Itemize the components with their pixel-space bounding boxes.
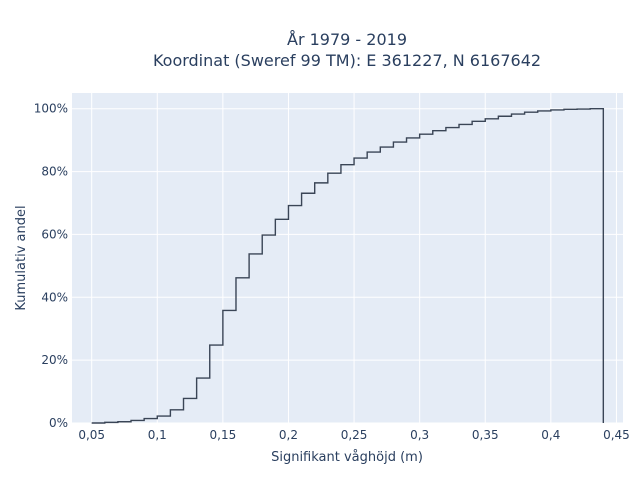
tick-layer: 0,05 0,1 0,15 0,2 0,25 0,3 0,35 0,4 0,45 0% 20% 40%… xyxy=(34,102,630,442)
y-tick-label: 80% xyxy=(41,165,68,179)
y-tick-label: 60% xyxy=(41,227,68,241)
x-tick-label: 0,15 xyxy=(210,428,237,442)
chart-title-line-1: År 1979 - 2019 xyxy=(287,30,407,49)
cumulative-step-line xyxy=(91,108,605,424)
grid-layer xyxy=(72,93,623,424)
y-tick-label: 100% xyxy=(34,102,68,116)
x-tick-label: 0,1 xyxy=(148,428,167,442)
x-tick-label: 0,3 xyxy=(410,428,429,442)
y-tick-label: 40% xyxy=(41,290,68,304)
y-tick-label: 0% xyxy=(49,416,68,430)
x-tick-label: 0,4 xyxy=(541,428,560,442)
x-tick-label: 0,35 xyxy=(472,428,499,442)
x-axis-title: Signifikant våghöjd (m) xyxy=(271,450,423,465)
data-layer xyxy=(91,108,605,424)
x-tick-label: 0,2 xyxy=(279,428,298,442)
x-tick-label: 0,05 xyxy=(78,428,105,442)
y-tick-label: 20% xyxy=(41,353,68,367)
plot-area xyxy=(72,93,623,423)
chart-title-line-2: Koordinat (Sweref 99 TM): E 361227, N 61… xyxy=(153,51,541,70)
y-axis-title: Kumulativ andel xyxy=(14,205,29,310)
x-tick-label: 0,25 xyxy=(341,428,368,442)
x-tick-label: 0,45 xyxy=(603,428,630,442)
